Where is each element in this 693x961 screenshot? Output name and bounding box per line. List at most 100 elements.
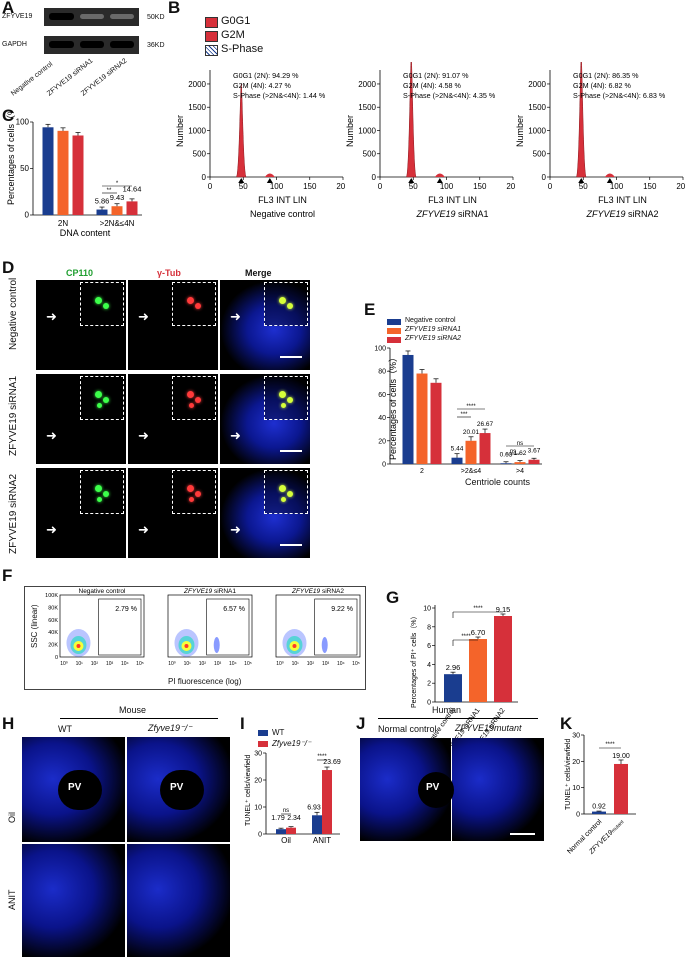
zoom-inset — [80, 470, 124, 514]
data-label: 26.67 — [477, 421, 494, 428]
group-bar — [60, 718, 218, 719]
marker-triangle — [238, 178, 245, 183]
gate-percentage: 9.22 % — [331, 606, 353, 613]
stat-text: S-Phase (>2N&<4N): 1.44 % — [233, 91, 326, 100]
density-outer — [321, 637, 328, 653]
y-tick-label: 0 — [25, 211, 30, 220]
zoom-inset — [172, 376, 216, 420]
bar — [500, 463, 512, 464]
bar — [451, 457, 463, 464]
tunel-image — [22, 844, 125, 957]
g2m-peak — [264, 173, 275, 177]
panel-label-k: K — [560, 714, 573, 733]
legend-swatch-sphase — [205, 45, 218, 56]
bar — [286, 827, 296, 834]
x-tick-label: ANIT — [313, 836, 331, 845]
bar — [72, 135, 84, 215]
channel-label-gtub: γ-Tub — [157, 268, 181, 278]
channel-label-cp110: CP110 — [66, 268, 94, 278]
bar — [276, 829, 286, 834]
y-axis-label: TUNEL⁺ cells/viewfield — [245, 755, 252, 826]
bar — [465, 440, 477, 464]
subplot-title: Negative control — [250, 209, 315, 219]
x-tick-label: 50 — [239, 182, 248, 191]
legend-label: Zfyve19⁻/⁻ — [272, 739, 312, 748]
bar — [42, 127, 54, 215]
x-tick-label: 10⁴ — [229, 661, 237, 667]
tunel-image — [127, 844, 230, 957]
x-tick-label: 50 — [579, 182, 588, 191]
data-label: 9.15 — [496, 605, 511, 614]
panel-label-b: B — [168, 0, 181, 17]
row-label: ZFYVE19 siRNA2 — [8, 473, 19, 554]
gate — [314, 598, 358, 656]
data-label: 6.70 — [471, 628, 486, 637]
legend-swatch — [387, 337, 401, 343]
density-peak — [76, 644, 81, 648]
legend-swatch-ko — [258, 741, 268, 747]
y-tick-label: 20 — [254, 778, 262, 785]
x-tick-label: 200 — [506, 182, 515, 191]
data-label: 19.00 — [612, 753, 630, 760]
merge-image: ➜ — [220, 280, 310, 370]
x-tick-label: 10⁵ — [136, 661, 144, 667]
bar — [592, 811, 606, 814]
marker-triangle — [266, 178, 273, 183]
bar — [444, 674, 462, 702]
y-tick-label: 1000 — [358, 126, 376, 135]
y-tick-label: 1500 — [188, 103, 206, 112]
cp110-image: ➜ — [36, 468, 126, 558]
y-tick-label: 30 — [572, 733, 580, 740]
y-tick-label: 50 — [20, 164, 29, 173]
panel-label-j: J — [356, 714, 366, 733]
arrow-icon: ➜ — [230, 523, 241, 538]
blot-row-label: GAPDH — [2, 41, 27, 48]
gamma-tubulin-image: ➜ — [128, 468, 218, 558]
y-tick-label: 6 — [427, 643, 431, 650]
legend-swatch-g2m — [205, 31, 218, 42]
data-label: 23.69 — [323, 759, 341, 766]
x-tick-label: 10⁵ — [244, 661, 252, 667]
x-tick-label: 200 — [676, 182, 685, 191]
y-tick-label: 1500 — [528, 103, 546, 112]
legend-label: G2M — [221, 29, 245, 41]
panel-label-e: E — [364, 300, 376, 319]
tunel-image — [452, 738, 544, 841]
stat-text: G0G1 (2N): 94.29 % — [233, 71, 299, 80]
legend-label: Negative control — [405, 317, 456, 324]
bar — [57, 130, 69, 215]
marker-triangle — [436, 178, 443, 183]
marker-triangle — [408, 178, 415, 183]
x-tick-label: >2N&≤4N — [100, 219, 135, 228]
x-tick-label: 150 — [643, 182, 657, 191]
row-label: Negative control — [8, 277, 19, 350]
y-tick-label: 2 — [427, 681, 431, 688]
blot-size: 36KD — [147, 42, 165, 49]
arrow-icon: ➜ — [138, 523, 149, 538]
cp110-image: ➜ — [36, 280, 126, 370]
y-tick-label: 20K — [48, 643, 58, 649]
flow-frame — [24, 586, 366, 690]
scale-bar — [280, 356, 302, 358]
merge-image: ➜ — [220, 374, 310, 464]
chart-e: Percentages of cells（%） 0 20 40 60 80 100 5.4… — [374, 346, 542, 475]
legend-label: WT — [272, 728, 285, 737]
y-tick-label: 0 — [542, 173, 547, 182]
gate — [206, 598, 250, 656]
y-axis-label: Percentages of PI⁺ cells（%） — [410, 612, 418, 708]
y-tick-label: 500 — [363, 150, 377, 159]
y-tick-label: 2000 — [358, 80, 376, 89]
y-tick-label: 1000 — [528, 126, 546, 135]
y-tick-label: 20 — [378, 438, 386, 445]
panel-label-a: A — [2, 0, 15, 17]
data-label: 14.64 — [123, 184, 142, 193]
y-tick-label: 1000 — [188, 126, 206, 135]
x-tick-label: 100 — [440, 182, 454, 191]
x-tick-label: 0 — [548, 182, 553, 191]
bar — [416, 373, 428, 464]
channel-label-merge: Merge — [245, 268, 272, 278]
x-tick-label: 10³ — [322, 661, 330, 667]
arrow-icon: ➜ — [46, 429, 57, 444]
data-label: 0.63 — [500, 451, 513, 458]
legend-label: G0G1 — [221, 15, 251, 27]
